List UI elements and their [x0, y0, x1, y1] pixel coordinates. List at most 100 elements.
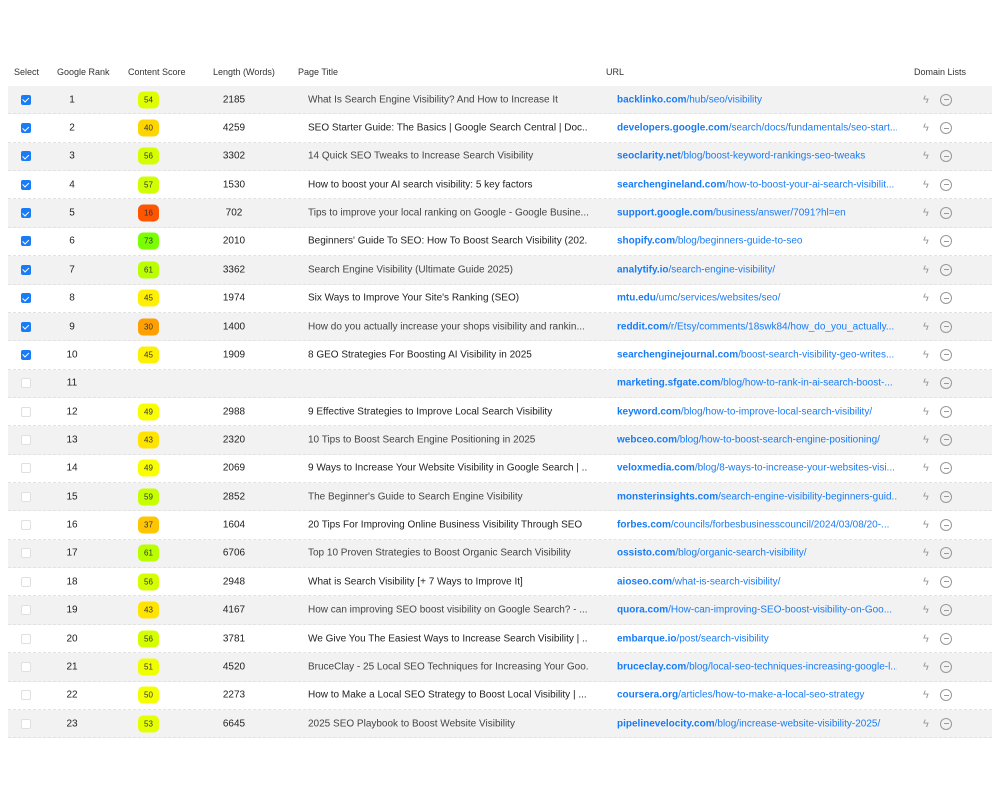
- select-checkbox[interactable]: [21, 491, 31, 502]
- lightning-icon[interactable]: ϟ: [923, 575, 929, 588]
- url-link[interactable]: embarque.io/post/search-visibility: [617, 633, 897, 644]
- lightning-icon[interactable]: ϟ: [923, 519, 929, 532]
- minus-circle-icon[interactable]: [940, 604, 952, 617]
- url-domain[interactable]: veloxmedia.com: [617, 462, 695, 474]
- url-link[interactable]: ossisto.com/blog/organic-search-visibili…: [617, 548, 897, 559]
- url-domain[interactable]: pipelinevelocity.com: [617, 718, 715, 730]
- url-domain[interactable]: webceo.com: [617, 434, 678, 446]
- select-checkbox[interactable]: [21, 208, 31, 219]
- header-content-score[interactable]: Content Score: [128, 67, 186, 77]
- url-link[interactable]: searchengineland.com/how-to-boost-your-a…: [617, 179, 897, 190]
- url-domain[interactable]: ossisto.com: [617, 547, 676, 559]
- url-link[interactable]: monsterinsights.com/search-engine-visibi…: [617, 491, 897, 502]
- select-checkbox[interactable]: [21, 548, 31, 559]
- minus-circle-icon[interactable]: [940, 462, 952, 475]
- header-domain-lists[interactable]: Domain Lists: [914, 67, 967, 77]
- lightning-icon[interactable]: ϟ: [923, 178, 929, 191]
- url-link[interactable]: analytify.io/search-engine-visibility/: [617, 264, 897, 275]
- lightning-icon[interactable]: ϟ: [923, 490, 929, 503]
- url-path[interactable]: /business/answer/7091?hl=en: [713, 207, 846, 219]
- url-link[interactable]: bruceclay.com/blog/local-seo-techniques-…: [617, 661, 897, 672]
- lightning-icon[interactable]: ϟ: [923, 632, 929, 645]
- url-domain[interactable]: searchengineland.com: [617, 179, 726, 191]
- url-path[interactable]: /search-engine-visibility-beginners-guid…: [718, 491, 897, 503]
- select-checkbox[interactable]: [21, 94, 31, 105]
- minus-circle-icon[interactable]: [940, 519, 952, 532]
- header-google-rank[interactable]: Google Rank: [57, 67, 110, 77]
- lightning-icon[interactable]: ϟ: [923, 348, 929, 361]
- url-domain[interactable]: analytify.io: [617, 264, 669, 276]
- url-path[interactable]: /what-is-search-visibility/: [672, 576, 781, 588]
- header-page-title[interactable]: Page Title: [298, 67, 339, 77]
- lightning-icon[interactable]: ϟ: [923, 717, 929, 730]
- lightning-icon[interactable]: ϟ: [923, 433, 929, 446]
- header-select[interactable]: Select: [14, 67, 40, 77]
- header-url[interactable]: URL: [606, 67, 625, 77]
- minus-circle-icon[interactable]: [940, 122, 952, 135]
- url-path[interactable]: /councils/forbesbusinesscouncil/2024/03/…: [670, 519, 890, 531]
- select-checkbox[interactable]: [21, 576, 31, 587]
- lightning-icon[interactable]: ϟ: [923, 547, 929, 560]
- url-domain[interactable]: developers.google.com: [617, 122, 729, 134]
- header-length[interactable]: Length (Words): [213, 67, 275, 77]
- lightning-icon[interactable]: ϟ: [923, 377, 929, 390]
- url-link[interactable]: veloxmedia.com/blog/8-ways-to-increase-y…: [617, 463, 897, 474]
- minus-circle-icon[interactable]: [940, 547, 952, 560]
- url-path[interactable]: /blog/how-to-rank-in-ai-search-boost-...: [720, 377, 893, 389]
- url-link[interactable]: developers.google.com/search/docs/fundam…: [617, 123, 897, 134]
- minus-circle-icon[interactable]: [940, 150, 952, 163]
- url-path[interactable]: /blog/8-ways-to-increase-your-websites-v…: [694, 462, 895, 474]
- lightning-icon[interactable]: ϟ: [923, 150, 929, 163]
- select-checkbox[interactable]: [21, 349, 31, 360]
- lightning-icon[interactable]: ϟ: [923, 122, 929, 135]
- url-link[interactable]: mtu.edu/umc/services/websites/seo/: [617, 293, 897, 304]
- url-domain[interactable]: shopify.com: [617, 235, 676, 247]
- minus-circle-icon[interactable]: [940, 292, 952, 305]
- url-domain[interactable]: marketing.sfgate.com: [617, 377, 721, 389]
- url-path[interactable]: /r/Etsy/comments/18swk84/how_do_you_actu…: [668, 321, 895, 333]
- lightning-icon[interactable]: ϟ: [923, 660, 929, 673]
- select-checkbox[interactable]: [21, 406, 31, 417]
- minus-circle-icon[interactable]: [940, 235, 952, 248]
- url-domain[interactable]: forbes.com: [617, 519, 671, 531]
- select-checkbox[interactable]: [21, 179, 31, 190]
- minus-circle-icon[interactable]: [940, 178, 952, 191]
- url-path[interactable]: /blog/how-to-improve-local-search-visibi…: [680, 406, 873, 418]
- minus-circle-icon[interactable]: [940, 263, 952, 276]
- url-path[interactable]: /blog/organic-search-visibility/: [675, 547, 807, 559]
- url-domain[interactable]: reddit.com: [617, 321, 669, 333]
- minus-circle-icon[interactable]: [940, 405, 952, 418]
- url-path[interactable]: /hub/seo/visibility: [686, 94, 763, 106]
- select-checkbox[interactable]: [21, 718, 31, 729]
- minus-circle-icon[interactable]: [940, 93, 952, 106]
- select-checkbox[interactable]: [21, 661, 31, 672]
- minus-circle-icon[interactable]: [940, 320, 952, 333]
- url-link[interactable]: backlinko.com/hub/seo/visibility: [617, 94, 897, 105]
- minus-circle-icon[interactable]: [940, 689, 952, 702]
- select-checkbox[interactable]: [21, 123, 31, 134]
- url-link[interactable]: reddit.com/r/Etsy/comments/18swk84/how_d…: [617, 321, 897, 332]
- minus-circle-icon[interactable]: [940, 660, 952, 673]
- select-checkbox[interactable]: [21, 378, 31, 389]
- url-link[interactable]: aioseo.com/what-is-search-visibility/: [617, 576, 897, 587]
- url-domain[interactable]: aioseo.com: [617, 576, 673, 588]
- url-path[interactable]: /blog/increase-website-visibility-2025/: [714, 718, 881, 730]
- url-domain[interactable]: support.google.com: [617, 207, 714, 219]
- url-domain[interactable]: keyword.com: [617, 406, 681, 418]
- url-domain[interactable]: backlinko.com: [617, 94, 687, 106]
- lightning-icon[interactable]: ϟ: [923, 405, 929, 418]
- url-link[interactable]: keyword.com/blog/how-to-improve-local-se…: [617, 406, 897, 417]
- select-checkbox[interactable]: [21, 520, 31, 531]
- url-domain[interactable]: coursera.org: [617, 689, 679, 701]
- url-domain[interactable]: bruceclay.com: [617, 661, 687, 673]
- url-domain[interactable]: embarque.io: [617, 633, 677, 644]
- select-checkbox[interactable]: [21, 151, 31, 162]
- minus-circle-icon[interactable]: [940, 717, 952, 730]
- url-link[interactable]: shopify.com/blog/beginners-guide-to-seo: [617, 236, 897, 247]
- url-link[interactable]: support.google.com/business/answer/7091?…: [617, 208, 897, 219]
- url-path[interactable]: /How-can-improving-SEO-boost-visibility-…: [668, 604, 893, 616]
- url-link[interactable]: forbes.com/councils/forbesbusinesscounci…: [617, 520, 897, 531]
- lightning-icon[interactable]: ϟ: [923, 689, 929, 702]
- minus-circle-icon[interactable]: [940, 490, 952, 503]
- url-link[interactable]: seoclarity.net/blog/boost-keyword-rankin…: [617, 151, 897, 162]
